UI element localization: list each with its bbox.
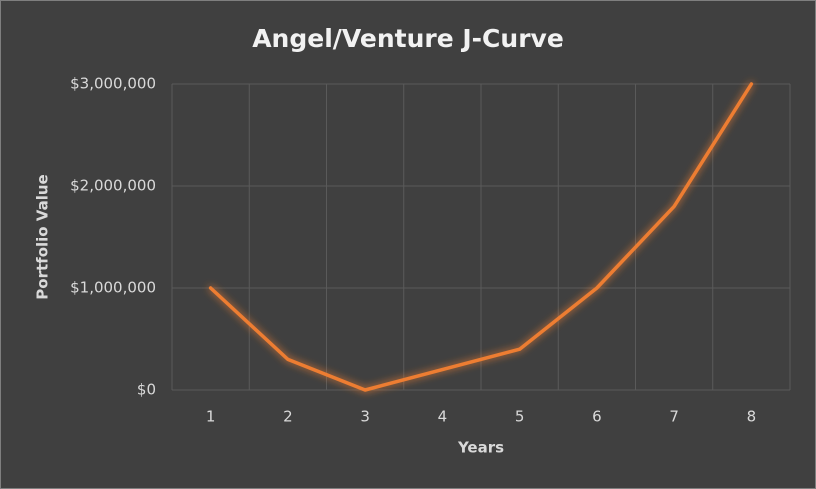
x-tick-label: 4	[438, 408, 448, 426]
x-tick-label: 1	[206, 408, 216, 426]
x-tick-label: 3	[360, 408, 370, 426]
data-line	[208, 82, 754, 392]
y-tick-label: $2,000,000	[70, 177, 156, 195]
y-tick-label: $0	[137, 381, 156, 399]
x-tick-label: 2	[283, 408, 293, 426]
y-axis-title: Portfolio Value	[34, 174, 52, 299]
x-tick-label: 8	[747, 408, 757, 426]
x-tick-label: 5	[515, 408, 525, 426]
x-tick-label: 7	[669, 408, 679, 426]
chart-title: Angel/Venture J-Curve	[252, 24, 564, 53]
x-tick-label: 6	[592, 408, 602, 426]
x-axis-title: Years	[457, 439, 504, 457]
y-tick-label: $1,000,000	[70, 279, 156, 297]
y-tick-label: $3,000,000	[70, 75, 156, 93]
